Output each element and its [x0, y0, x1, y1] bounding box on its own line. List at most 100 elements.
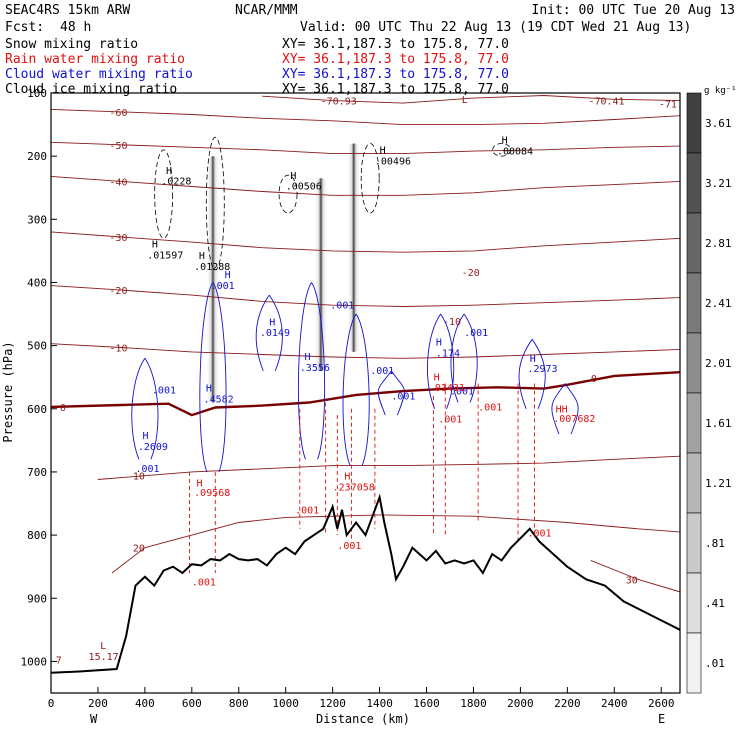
forecast-value: 48 h — [60, 20, 91, 35]
init-time: Init: 00 UTC Tue 20 Aug 13 — [532, 3, 736, 18]
field-label-35: .174 — [436, 348, 460, 359]
field-label-37: .001 — [450, 386, 474, 397]
field-label-45: .001 — [478, 403, 502, 414]
y-tick-label-4: 500 — [27, 340, 47, 353]
cloud-water-contour-9 — [551, 383, 579, 435]
field-xy-cloud-water: XY= 36.1,187.3 to 175.8, 77.0 — [282, 67, 509, 82]
temperature-contours: -70.93 -60 -50 -40 -30 -20 -10 10 20 30 — [51, 95, 680, 593]
temperature-contour-1 — [51, 108, 680, 126]
model-title: SEAC4RS 15km ARW — [5, 3, 130, 18]
temperature-contour-7 — [97, 455, 680, 480]
x-tick-label-3: 600 — [182, 697, 202, 710]
field-label-23: .001 — [152, 386, 176, 397]
colorbar-label-0: 3.61 — [705, 117, 732, 130]
field-label-6: H — [290, 171, 296, 182]
field-label-55: .001 — [527, 528, 551, 539]
colorbar-label-9: .01 — [705, 657, 725, 670]
temperature-contour-label-6: -10 — [109, 344, 127, 355]
cloud-water-contour-5 — [377, 370, 405, 416]
cloud-water-contour-3 — [297, 282, 326, 460]
x-tick-label-5: 1000 — [272, 697, 299, 710]
axes: 0 200 400 600 800 1000 1200 1400 1600 1800 2000 220… — [21, 87, 675, 710]
field-label-34: H — [436, 338, 442, 349]
y-tick-label-2: 300 — [27, 213, 47, 226]
temperature-contour-0 — [262, 95, 680, 104]
temperature-contour-label-7: 10 — [133, 472, 145, 483]
field-label-13: L — [579, 85, 585, 96]
x-tick-label-9: 1800 — [460, 697, 487, 710]
temperature-contour-5 — [51, 285, 680, 307]
x-tick-label-7: 1400 — [366, 697, 393, 710]
field-label-21: H — [269, 317, 275, 328]
field-label-15: -71.9 — [659, 100, 689, 111]
snow-column-0 — [205, 156, 220, 403]
ice-contour-3 — [360, 143, 380, 214]
field-label-12: L — [462, 95, 468, 106]
field-label-42: H — [434, 372, 440, 383]
field-label-44: .001 — [438, 415, 462, 426]
forecast-label: Fcst: — [5, 20, 44, 35]
snow-column-2 — [346, 143, 361, 352]
field-name-rain: Rain water mixing ratio — [5, 52, 185, 67]
plot-frame — [50, 92, 681, 694]
colorbar: 3.61 3.21 2.81 2.41 2.01 1.61 1.21 .81 .41 .01 — [686, 92, 732, 694]
colorbar-label-4: 2.01 — [705, 357, 732, 370]
temperature-contour-label-1: -60 — [109, 108, 127, 119]
ice-contour-1 — [205, 136, 225, 271]
field-name-snow: Snow mixing ratio — [5, 37, 138, 52]
field-label-38: H — [530, 354, 536, 365]
x-tick-label-4: 800 — [229, 697, 249, 710]
field-xy-snow: XY= 36.1,187.3 to 175.8, 77.0 — [282, 37, 509, 52]
field-label-33: .001 — [391, 391, 415, 402]
terrain-layer — [51, 493, 680, 674]
colorbar-label-3: 2.41 — [705, 297, 732, 310]
field-label-24: H — [206, 384, 212, 395]
x-tick-label-13: 2600 — [648, 697, 675, 710]
freezing-level-label-right: 0 — [591, 374, 597, 385]
x-tick-label-1: 200 — [88, 697, 108, 710]
colorbar-swatch-9 — [686, 632, 702, 694]
field-label-10: H — [502, 136, 508, 147]
field-label-27: .2609 — [138, 442, 168, 453]
y-tick-label-8: 900 — [27, 592, 47, 605]
field-label-32: .001 — [370, 366, 394, 377]
maxima-labels: H.01597H.0228H.01288H.00506H.00496H.0008… — [56, 85, 689, 666]
field-label-41: -20 — [462, 268, 480, 279]
y-tick-label-3: 400 — [27, 276, 47, 289]
field-label-1: .01597 — [147, 250, 183, 261]
temperature-contour-3 — [51, 175, 680, 196]
field-label-22: .0149 — [260, 328, 290, 339]
ice-contour-0 — [154, 149, 174, 239]
colorbar-swatch-8 — [686, 572, 702, 634]
y-tick-label-5: 600 — [27, 403, 47, 416]
colorbar-label-6: 1.21 — [705, 477, 732, 490]
field-label-50: .001 — [295, 506, 319, 517]
field-label-48: H — [197, 478, 203, 489]
field-label-11: .00084 — [497, 146, 533, 157]
field-name-cloud-water: Cloud water mixing ratio — [5, 67, 193, 82]
x-tick-label-6: 1200 — [319, 697, 346, 710]
colorbar-label-5: 1.61 — [705, 417, 732, 430]
temperature-contour-6 — [51, 343, 680, 359]
y-tick-label-1: 200 — [27, 150, 47, 163]
y-axis-label: Pressure (hPa) — [1, 341, 15, 442]
x-tick-label-12: 2400 — [601, 697, 628, 710]
temperature-contour-label-3: -40 — [109, 177, 127, 188]
field-label-40: -10 — [443, 317, 461, 328]
freezing-level-line — [51, 371, 680, 417]
temperature-contour-label-4: -30 — [109, 233, 127, 244]
field-label-2: H — [166, 166, 172, 177]
cloud-water-contour-6 — [427, 313, 455, 409]
x-axis-west-label: W — [90, 712, 98, 726]
x-tick-label-10: 2000 — [507, 697, 534, 710]
y-tick-label-9: 1000 — [21, 655, 48, 668]
y-tick-label-0: 100 — [27, 87, 47, 100]
y-tick-label-6: 700 — [27, 466, 47, 479]
temperature-contour-2 — [51, 141, 680, 155]
field-label-46: HH — [556, 405, 568, 416]
cloud-water-contour-4 — [342, 313, 370, 466]
colorbar-label-2: 2.81 — [705, 237, 732, 250]
colorbar-swatch-0 — [686, 92, 702, 154]
field-label-25: .4582 — [204, 394, 234, 405]
